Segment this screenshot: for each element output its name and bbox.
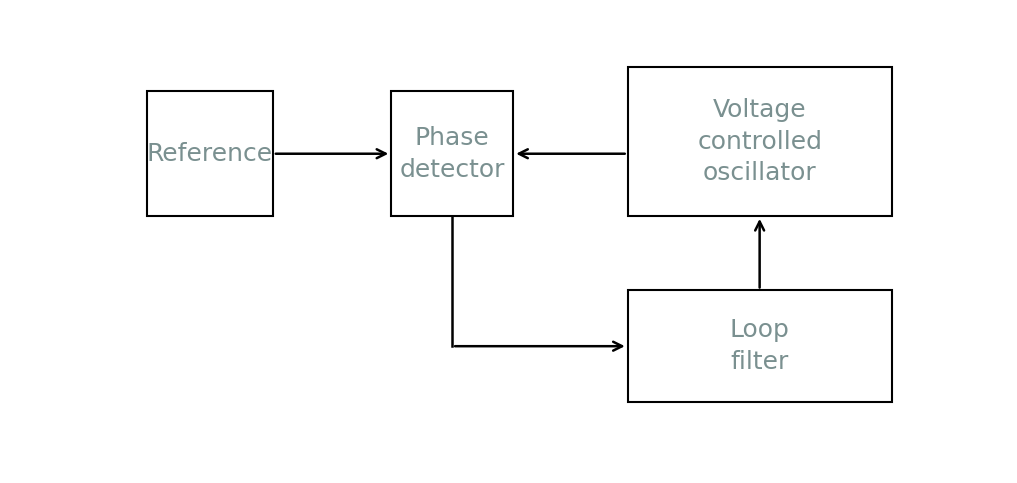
FancyBboxPatch shape <box>392 91 514 216</box>
Text: Phase
detector: Phase detector <box>400 126 505 182</box>
Text: Reference: Reference <box>146 142 273 166</box>
FancyBboxPatch shape <box>627 290 892 402</box>
Text: Loop
filter: Loop filter <box>730 318 789 374</box>
FancyBboxPatch shape <box>146 91 273 216</box>
FancyBboxPatch shape <box>627 67 892 216</box>
Text: Voltage
controlled
oscillator: Voltage controlled oscillator <box>697 98 822 185</box>
